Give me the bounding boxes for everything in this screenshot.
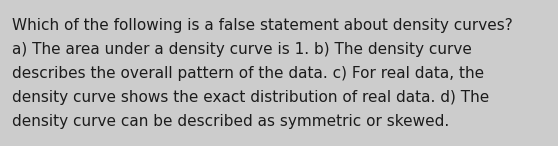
Text: describes the overall pattern of the data. c) For real data, the: describes the overall pattern of the dat… <box>12 66 484 81</box>
Text: density curve shows the exact distribution of real data. d) The: density curve shows the exact distributi… <box>12 90 489 105</box>
Text: Which of the following is a false statement about density curves?: Which of the following is a false statem… <box>12 18 513 33</box>
Text: density curve can be described as symmetric or skewed.: density curve can be described as symmet… <box>12 114 449 129</box>
Text: a) The area under a density curve is 1. b) The density curve: a) The area under a density curve is 1. … <box>12 42 472 57</box>
